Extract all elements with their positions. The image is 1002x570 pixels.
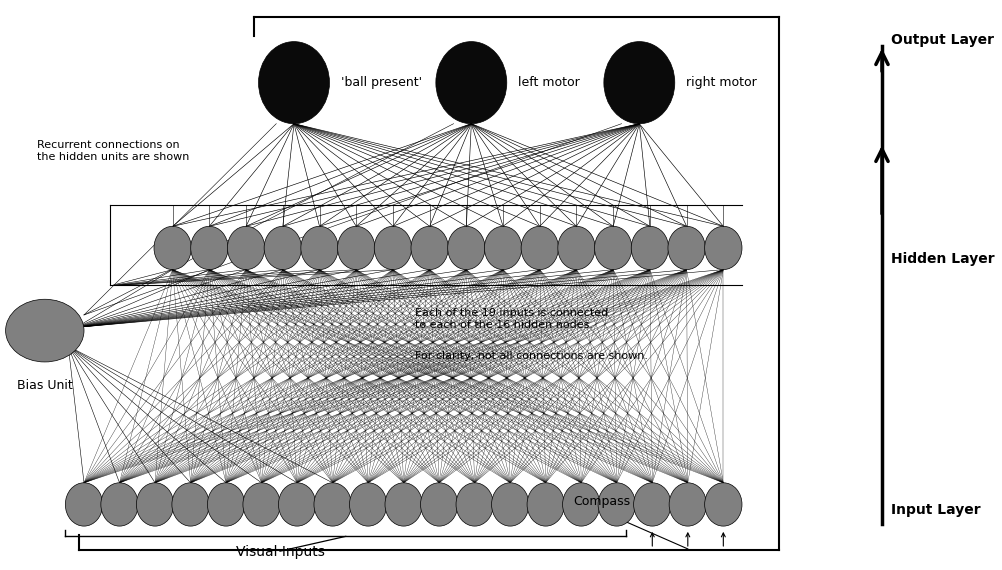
Ellipse shape	[436, 42, 507, 124]
Ellipse shape	[604, 42, 674, 124]
Ellipse shape	[172, 483, 209, 526]
Ellipse shape	[562, 483, 600, 526]
Ellipse shape	[101, 483, 138, 526]
Ellipse shape	[314, 483, 352, 526]
Text: Input Layer: Input Layer	[892, 503, 981, 517]
Ellipse shape	[527, 483, 564, 526]
Ellipse shape	[558, 226, 595, 270]
Ellipse shape	[65, 483, 102, 526]
Ellipse shape	[631, 226, 668, 270]
Text: 'ball present': 'ball present'	[341, 76, 422, 89]
Ellipse shape	[207, 483, 244, 526]
Ellipse shape	[301, 226, 338, 270]
Text: Visual Inputs: Visual Inputs	[235, 544, 325, 559]
Text: Compass: Compass	[573, 495, 630, 508]
Ellipse shape	[227, 226, 265, 270]
Ellipse shape	[259, 42, 330, 124]
Ellipse shape	[668, 226, 705, 270]
Ellipse shape	[594, 226, 632, 270]
Text: Output Layer: Output Layer	[892, 33, 994, 47]
Text: Each of the 19 inputs is connected
to each of the 16 hidden nodes.: Each of the 19 inputs is connected to ea…	[415, 308, 608, 330]
Text: For clarity, not all connections are shown.: For clarity, not all connections are sho…	[415, 351, 648, 361]
Ellipse shape	[421, 483, 458, 526]
Ellipse shape	[484, 226, 522, 270]
Text: Bias Unit: Bias Unit	[17, 379, 73, 392]
Text: Recurrent connections on
the hidden units are shown: Recurrent connections on the hidden unit…	[37, 140, 189, 162]
Ellipse shape	[136, 483, 173, 526]
Ellipse shape	[448, 226, 485, 270]
Ellipse shape	[521, 226, 558, 270]
Ellipse shape	[154, 226, 191, 270]
Ellipse shape	[338, 226, 375, 270]
Ellipse shape	[385, 483, 422, 526]
Ellipse shape	[350, 483, 387, 526]
Ellipse shape	[456, 483, 493, 526]
Text: left motor: left motor	[518, 76, 580, 89]
Ellipse shape	[669, 483, 706, 526]
Ellipse shape	[6, 299, 84, 362]
Ellipse shape	[704, 483, 742, 526]
Text: Hidden Layer: Hidden Layer	[892, 253, 995, 266]
Ellipse shape	[492, 483, 529, 526]
Ellipse shape	[411, 226, 448, 270]
Ellipse shape	[242, 483, 281, 526]
Ellipse shape	[375, 226, 412, 270]
Text: right motor: right motor	[686, 76, 757, 89]
Ellipse shape	[598, 483, 635, 526]
Ellipse shape	[279, 483, 316, 526]
Ellipse shape	[190, 226, 228, 270]
Ellipse shape	[265, 226, 302, 270]
Ellipse shape	[633, 483, 671, 526]
Ellipse shape	[704, 226, 742, 270]
